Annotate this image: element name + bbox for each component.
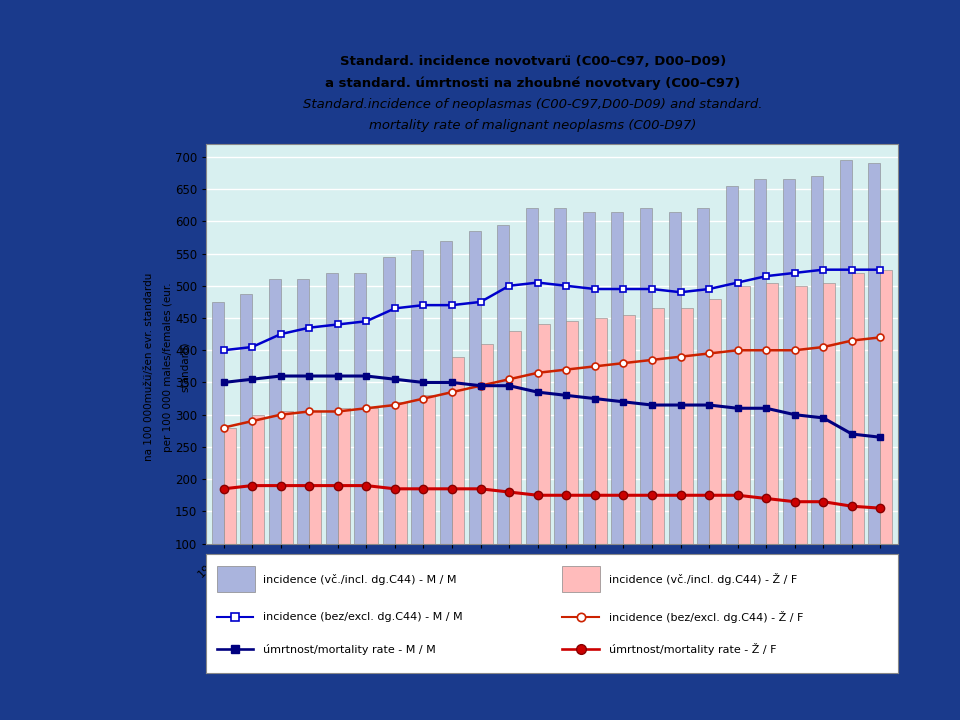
Bar (824, 282, 835, 608)
Bar (298, 279, 309, 608)
Bar (766, 282, 779, 608)
Bar (224, 428, 235, 608)
Bar (538, 325, 550, 608)
Bar (211, 302, 224, 608)
Text: na 100 000mužü/žen evr. standardu: na 100 000mužü/žen evr. standardu (144, 273, 154, 462)
Text: per 100 000 males/females (eur.: per 100 000 males/females (eur. (163, 282, 173, 452)
Text: incidence (bez/excl. dg.C44) - Ž / F: incidence (bez/excl. dg.C44) - Ž / F (609, 611, 804, 624)
Bar (795, 286, 806, 608)
Bar (840, 160, 852, 608)
Bar (452, 356, 464, 608)
Text: úmrtnost/mortality rate - M / M: úmrtnost/mortality rate - M / M (263, 644, 436, 655)
Bar (737, 286, 750, 608)
Bar (468, 231, 481, 608)
Bar (554, 209, 566, 608)
Bar (811, 176, 824, 608)
Bar (526, 209, 538, 608)
Bar (640, 209, 652, 608)
Bar (566, 321, 578, 608)
Bar (252, 415, 264, 608)
Bar (880, 270, 893, 608)
Bar (852, 273, 864, 608)
Bar (440, 240, 452, 608)
Bar (338, 408, 349, 608)
Text: incidence (vč./incl. dg.C44) - M / M: incidence (vč./incl. dg.C44) - M / M (263, 574, 457, 585)
Bar (325, 273, 338, 608)
Bar (595, 318, 607, 608)
Bar (497, 225, 509, 608)
Bar (481, 344, 492, 608)
Text: Standard. incidence novotvarü (C00–C97, D00–D09): Standard. incidence novotvarü (C00–C97,… (340, 55, 726, 68)
Bar (269, 279, 280, 608)
Bar (612, 212, 623, 608)
Bar (354, 273, 367, 608)
Bar (755, 179, 766, 608)
Bar (869, 163, 880, 608)
Bar (280, 411, 293, 608)
Text: Standard.incidence of neoplasmas (C00-C97,D00-D09) and standard.: Standard.incidence of neoplasmas (C00-C9… (303, 98, 762, 111)
Bar (383, 257, 395, 608)
Bar (563, 566, 600, 593)
Bar (309, 411, 322, 608)
Bar (217, 566, 254, 593)
Bar (423, 395, 436, 608)
Bar (509, 331, 521, 608)
Text: úmrtnost/mortality rate - Ž / F: úmrtnost/mortality rate - Ž / F (609, 644, 777, 655)
Bar (240, 294, 252, 608)
Bar (709, 299, 721, 608)
Bar (623, 315, 636, 608)
Bar (652, 308, 664, 608)
Bar (726, 186, 737, 608)
Text: mortality rate of malignant neoplasms (C00-D97): mortality rate of malignant neoplasms (C… (369, 120, 697, 132)
Bar (681, 308, 692, 608)
Bar (583, 212, 595, 608)
Text: incidence (bez/excl. dg.C44) - M / M: incidence (bez/excl. dg.C44) - M / M (263, 613, 463, 622)
Bar (697, 209, 709, 608)
Bar (412, 251, 423, 608)
Text: standard): standard) (180, 342, 190, 392)
Bar (782, 179, 795, 608)
Text: incidence (vč./incl. dg.C44) - Ž / F: incidence (vč./incl. dg.C44) - Ž / F (609, 573, 797, 585)
Text: a standard. úmrtnosti na zhoubné novotvary (C00–C97): a standard. úmrtnosti na zhoubné novot… (325, 76, 740, 89)
Bar (395, 402, 407, 608)
Bar (367, 408, 378, 608)
Bar (668, 212, 681, 608)
